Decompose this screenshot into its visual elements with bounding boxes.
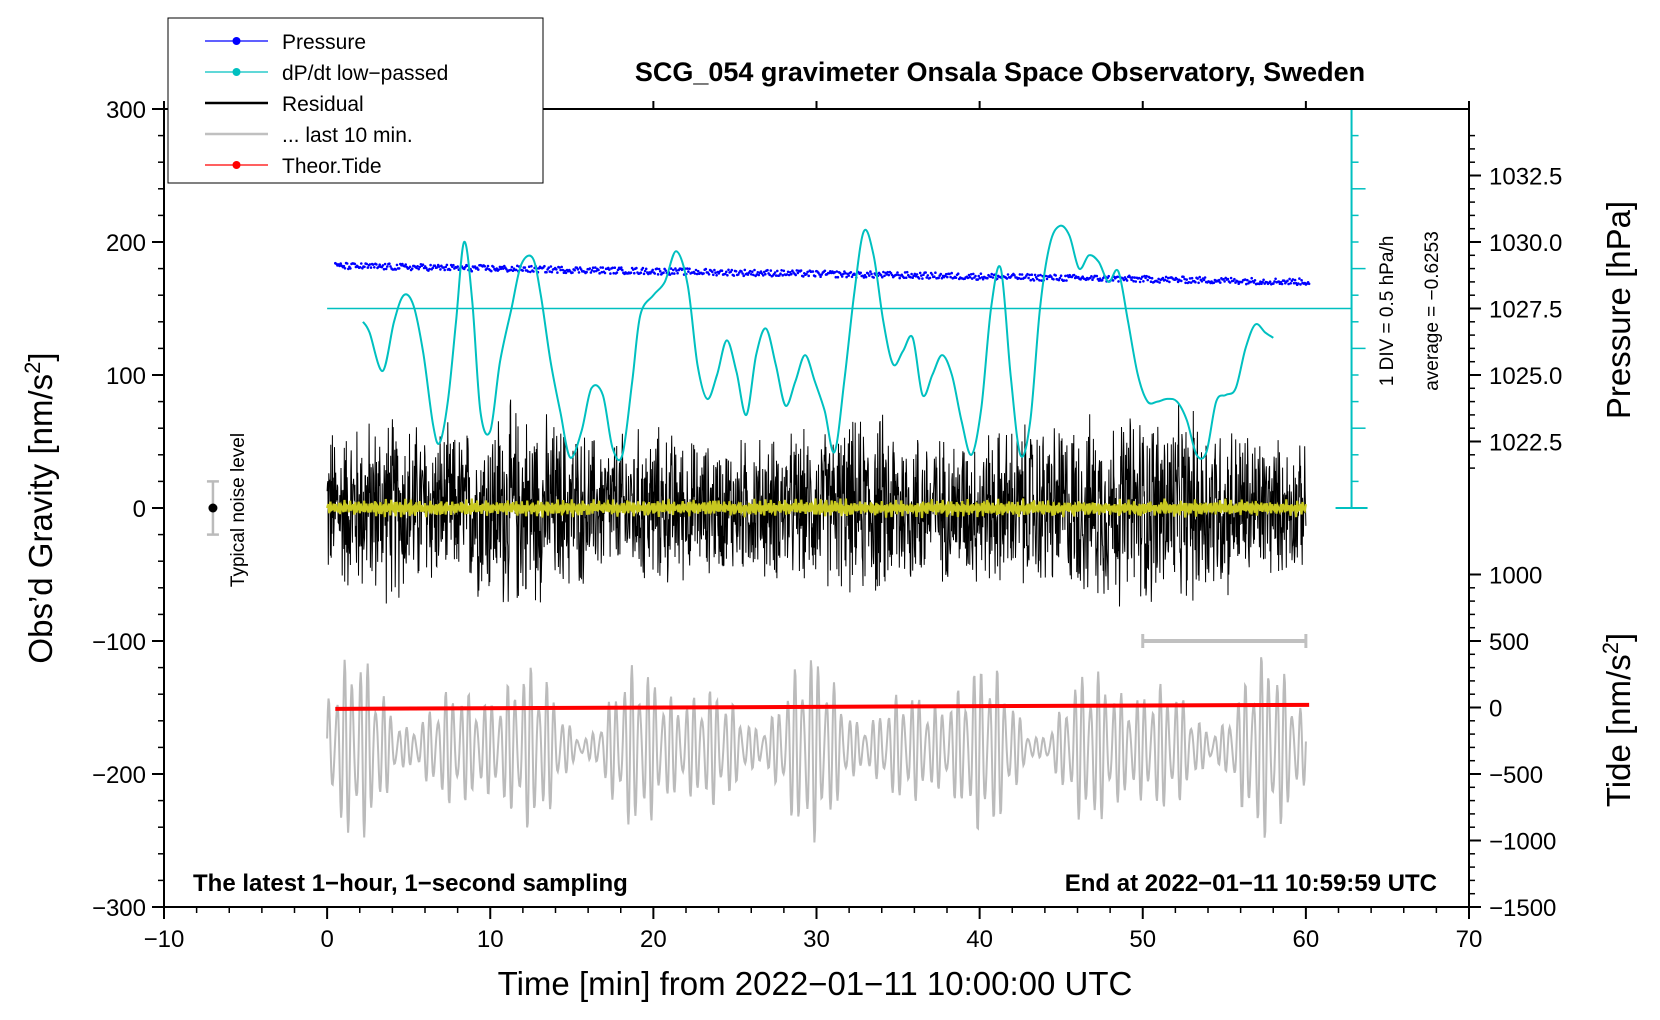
residual-line [326, 399, 1307, 607]
x-tick-label: 10 [477, 926, 504, 953]
last-10-min-marker [1141, 634, 1308, 648]
x-tick-label: 60 [1293, 926, 1320, 953]
tide-tick-label: −1000 [1489, 829, 1556, 856]
left-tick-label: 0 [133, 496, 146, 523]
x-tick-label: 40 [966, 926, 993, 953]
pressure-tick-label: 1032.5 [1489, 164, 1562, 191]
left-tick-label: 100 [106, 363, 146, 390]
legend-label: ... last 10 min. [282, 124, 413, 147]
series-layer [326, 224, 1352, 843]
pressure-tick-label: 1027.5 [1489, 297, 1562, 324]
x-tick-label: 50 [1129, 926, 1156, 953]
tide-tick-label: 1000 [1489, 563, 1542, 590]
left-tick-label: −200 [92, 762, 146, 789]
legend-label: dP/dt low−passed [282, 62, 448, 85]
typical-noise-label: Typical noise level [228, 433, 249, 587]
tide-series [335, 702, 1310, 711]
x-tick-label: 20 [640, 926, 667, 953]
pressure-tick-label: 1030.0 [1489, 230, 1562, 257]
pressure-series [334, 261, 1311, 286]
tide-axis: 1000 500 0 −500 −1000 −1500 [1469, 563, 1556, 922]
pressure-axis: 1032.5 1030.0 1027.5 1025.0 1022.5 [1469, 134, 1562, 469]
sampling-note: The latest 1−hour, 1−second sampling [193, 870, 628, 897]
legend-marker [232, 68, 241, 76]
filtered-residual-line [326, 498, 1307, 519]
tide-tick-label: −500 [1489, 762, 1543, 789]
dpdt-line [362, 224, 1274, 462]
left-tick-label: 200 [106, 230, 146, 257]
tide-line [335, 702, 1310, 711]
legend-label: Pressure [282, 31, 366, 54]
legend: Pressure dP/dt low−passed Residual ... last… [167, 17, 544, 184]
noise-center-dot [208, 503, 218, 513]
pressure-tick-label: 1025.0 [1489, 363, 1562, 390]
left-tick-label: −300 [92, 895, 146, 922]
pressure-points [334, 261, 1311, 286]
legend-label: Theor.Tide [282, 155, 382, 178]
microseism-series [326, 657, 1307, 843]
end-time-note: End at 2022−01−11 10:59:59 UTC [1065, 870, 1437, 897]
typical-noise-marker [206, 480, 219, 536]
x-tick-label: 70 [1456, 926, 1483, 953]
tide-tick-label: −1500 [1489, 895, 1556, 922]
x-tick-label: 30 [803, 926, 830, 953]
x-axis-title: Time [min] from 2022−01−11 10:00:00 UTC [498, 965, 1133, 1002]
tide-tick-label: 0 [1489, 696, 1502, 723]
pressure-axis-title: Pressure [hPa] [1600, 201, 1637, 419]
dpdt-series [327, 224, 1352, 462]
x-tick-label: −10 [144, 926, 185, 953]
residual-series [326, 399, 1307, 607]
tide-tick-label: 500 [1489, 629, 1529, 656]
x-axis: −10 0 10 20 30 40 50 60 70 [144, 101, 1483, 953]
chart-title: SCG_054 gravimeter Onsala Space Observat… [635, 57, 1365, 87]
legend-label: Residual [282, 93, 364, 116]
filtered-residual-series [326, 498, 1307, 519]
dpdt-average-label: average = −0.6253 [1422, 231, 1443, 391]
pressure-tick-label: 1022.5 [1489, 430, 1562, 457]
left-axis-title: Obs’d Gravity [nm/s2] [20, 352, 59, 663]
left-tick-label: −100 [92, 629, 146, 656]
legend-marker [232, 37, 241, 45]
microseism-line [326, 657, 1307, 843]
x-tick-label: 0 [320, 926, 333, 953]
legend-box [167, 17, 544, 184]
legend-marker [232, 161, 241, 169]
left-tick-label: 300 [106, 97, 146, 124]
tide-axis-title: Tide [nm/s2] [1598, 633, 1637, 807]
dpdt-div-label: 1 DIV = 0.5 hPa/h [1377, 236, 1398, 387]
left-y-axis: 300 200 100 0 −100 −200 −300 [92, 97, 164, 922]
